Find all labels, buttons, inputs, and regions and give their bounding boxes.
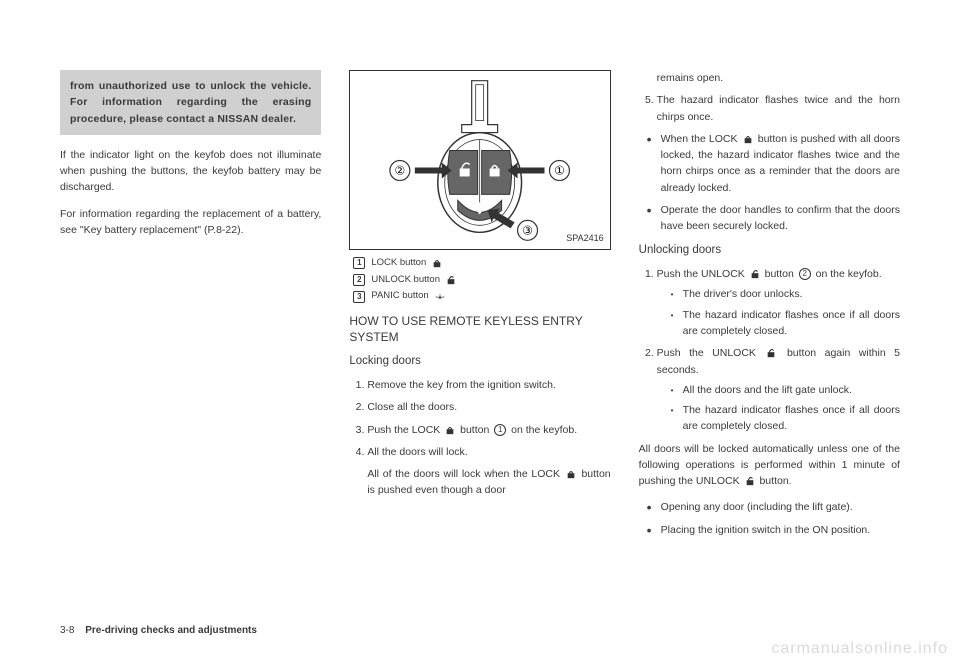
locking-steps-cont: The hazard indicator flashes twice and t… — [639, 92, 900, 125]
locking-title: Locking doors — [349, 353, 610, 371]
legend-num-1: 1 — [353, 257, 365, 269]
column-1: from unauthorized use to unlock the vehi… — [60, 70, 321, 600]
unlock-1c: on the keyfob. — [816, 268, 882, 280]
legend-num-3: 3 — [353, 291, 365, 303]
unlock-note-bullets: Opening any door (including the lift gat… — [639, 499, 900, 538]
lock-step-3b: button — [460, 424, 492, 436]
unlock-nb1: Opening any door (including the lift gat… — [651, 499, 900, 515]
unlock-2-sub1: All the doors and the lift gate unlock. — [675, 382, 900, 398]
lock-note-1: When the LOCK button is pushed with all … — [651, 131, 900, 196]
lock-icon — [743, 134, 753, 144]
callout-2: ② — [395, 163, 406, 177]
unlock-icon — [750, 269, 760, 279]
figure-legend: 1 LOCK button 2 UNLOCK button 3 PANIC bu… — [353, 256, 610, 304]
lock-step-2: Close all the doors. — [367, 399, 610, 415]
unlock-note-b: button. — [759, 475, 791, 487]
unlock-2a: Push the UNLOCK — [657, 347, 765, 359]
lock-step-4-sub: All of the doors will lock when the LOCK… — [349, 466, 610, 499]
lock-note-1a: When the LOCK — [661, 133, 741, 145]
legend-item-1: 1 LOCK button — [353, 256, 610, 271]
legend-label-2: UNLOCK button — [371, 273, 440, 288]
page-number: 3-8 — [60, 625, 74, 636]
unlock-step-2: Push the UNLOCK button again within 5 se… — [657, 345, 900, 434]
section-title: HOW TO USE REMOTE KEYLESS ENTRY SYSTEM — [349, 314, 610, 345]
watermark: carmanualsonline.info — [771, 640, 948, 658]
unlock-2-sub: All the doors and the lift gate unlock. … — [657, 382, 900, 435]
unlock-nb2: Placing the ignition switch in the ON po… — [651, 522, 900, 538]
legend-num-2: 2 — [353, 274, 365, 286]
col1-para2: For information regarding the replacemen… — [60, 206, 321, 239]
column-layout: from unauthorized use to unlock the vehi… — [60, 70, 900, 600]
page-footer: 3-8 Pre-driving checks and adjustments — [60, 625, 257, 636]
legend-label-1: LOCK button — [371, 256, 426, 271]
column-3: remains open. The hazard indicator flash… — [639, 70, 900, 600]
figure-code: SPA2416 — [566, 232, 603, 246]
legend-item-3: 3 PANIC button — [353, 289, 610, 304]
lock-note-2: Operate the door handles to confirm that… — [651, 202, 900, 235]
keyfob-figure: ① ② ③ SPA2416 — [349, 70, 610, 250]
legend-item-2: 2 UNLOCK button — [353, 273, 610, 288]
unlock-1a: Push the UNLOCK — [657, 268, 748, 280]
warning-box: from unauthorized use to unlock the vehi… — [60, 70, 321, 135]
unlock-1-sub: The driver's door unlocks. The hazard in… — [657, 286, 900, 339]
unlock-1-sub1: The driver's door unlocks. — [675, 286, 900, 302]
ref-num-2: 2 — [799, 268, 811, 280]
unlock-note: All doors will be locked automatically u… — [639, 441, 900, 490]
col1-para1: If the indicator light on the keyfob doe… — [60, 147, 321, 196]
panic-icon — [435, 292, 445, 302]
lock-4sub-a: All of the doors will lock when the LOCK — [367, 468, 563, 480]
legend-label-3: PANIC button — [371, 289, 428, 304]
lock-step-3: Push the LOCK button 1 on the keyfob. — [367, 422, 610, 438]
ref-num-1: 1 — [494, 424, 506, 436]
callout-1: ① — [554, 163, 565, 177]
lock-step-4: All the doors will lock. — [367, 444, 610, 460]
unlock-step-1: Push the UNLOCK button 2 on the keyfob. … — [657, 266, 900, 339]
section-name: Pre-driving checks and adjustments — [85, 625, 257, 636]
unlock-icon — [446, 275, 456, 285]
lock-step-1: Remove the key from the ignition switch. — [367, 377, 610, 393]
lock-icon — [445, 425, 455, 435]
lock-notes: When the LOCK button is pushed with all … — [639, 131, 900, 235]
lock-icon — [432, 258, 442, 268]
unlock-2-sub2: The hazard indicator flashes once if all… — [675, 402, 900, 435]
unlock-1b: button — [765, 268, 797, 280]
unlock-1-sub2: The hazard indicator flashes once if all… — [675, 307, 900, 340]
unlocking-steps: Push the UNLOCK button 2 on the keyfob. … — [639, 266, 900, 434]
unlock-icon — [745, 476, 755, 486]
locking-steps: Remove the key from the ignition switch.… — [349, 377, 610, 460]
callout-3: ③ — [523, 223, 534, 237]
lock-icon — [566, 469, 576, 479]
unlock-icon — [766, 348, 776, 358]
keyfob-svg: ① ② ③ — [350, 71, 609, 249]
column-2: ① ② ③ SPA2416 1 LOCK button — [349, 70, 610, 600]
col3-continuation: remains open. — [639, 70, 900, 86]
unlocking-title: Unlocking doors — [639, 242, 900, 260]
lock-step-3c: on the keyfob. — [511, 424, 577, 436]
lock-step-5: The hazard indicator flashes twice and t… — [657, 92, 900, 125]
lock-step-3a: Push the LOCK — [367, 424, 443, 436]
manual-page: from unauthorized use to unlock the vehi… — [0, 0, 960, 664]
